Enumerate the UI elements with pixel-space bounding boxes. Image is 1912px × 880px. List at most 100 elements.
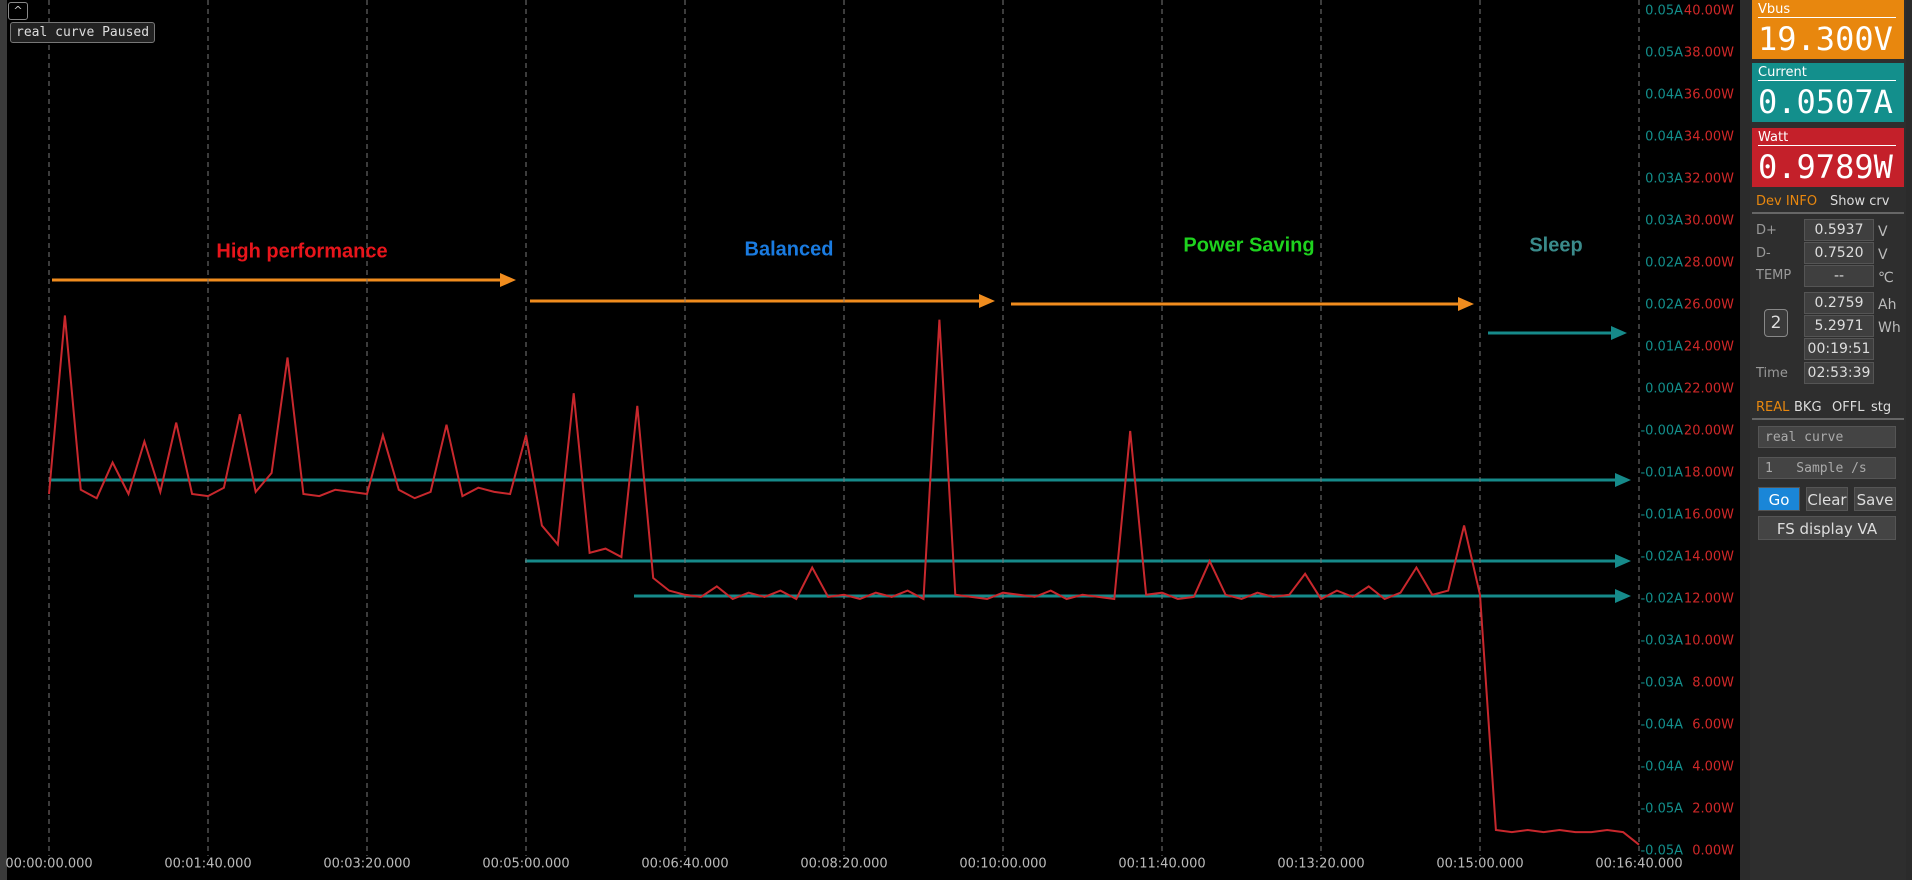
arrowhead (500, 273, 516, 287)
tab-underline (1752, 212, 1904, 214)
arrowhead (1615, 473, 1631, 487)
y2-tick-label: -0.02A (1640, 550, 1683, 565)
plot-background (0, 0, 1740, 880)
y2-tick-label: -0.04A (1640, 718, 1683, 733)
mode-tab[interactable]: BKG (1794, 400, 1822, 415)
y2-tick-label: 0.01A (1645, 340, 1683, 355)
y2-tick-label: -0.01A (1640, 466, 1683, 481)
watt-value: 0.9789W (1758, 148, 1893, 186)
go-button[interactable]: Go (1758, 487, 1800, 511)
current-box: Current 0.0507A (1752, 63, 1904, 122)
y2-tick-label: -0.04A (1640, 760, 1683, 775)
annotation: Power Saving (1183, 234, 1314, 256)
y2-tick-label: 0.02A (1645, 256, 1683, 271)
annotation: Sleep (1529, 234, 1582, 256)
arrowhead (1611, 326, 1627, 340)
info-unit: V (1878, 247, 1888, 263)
y-tick-label: 14.00W (1684, 550, 1734, 565)
info-value: 0.2759 (1804, 292, 1874, 314)
annotation: High performance (216, 240, 387, 262)
y2-tick-label: 0.03A (1645, 214, 1683, 229)
x-tick-label: 00:13:20.000 (1277, 857, 1364, 872)
y2-tick-label: -0.05A (1640, 844, 1683, 859)
x-tick-label: 00:10:00.000 (959, 857, 1046, 872)
info-label: TEMP (1756, 268, 1792, 283)
fs-display-button[interactable]: FS display VA (1758, 516, 1896, 540)
save-button[interactable]: Save (1854, 487, 1896, 511)
y2-tick-label: 0.02A (1645, 298, 1683, 313)
group-button[interactable]: 2 (1764, 309, 1788, 337)
y2-tick-label: 0.04A (1645, 130, 1683, 145)
info-unit: V (1878, 224, 1888, 240)
y-tick-label: 8.00W (1692, 676, 1734, 691)
left-border (0, 0, 7, 880)
info-value: 0.5937 (1804, 219, 1874, 241)
info-value: 00:19:51 (1804, 338, 1874, 360)
y-tick-label: 4.00W (1692, 760, 1734, 775)
vbus-label: Vbus (1758, 2, 1896, 18)
y-tick-label: 6.00W (1692, 718, 1734, 733)
arrowhead (979, 294, 995, 308)
y2-tick-label: -0.00A (1640, 424, 1683, 439)
y2-tick-label: 0.04A (1645, 88, 1683, 103)
info-label: Time (1756, 366, 1788, 381)
vbus-box: Vbus 19.300V (1752, 0, 1904, 59)
y-tick-label: 40.00W (1684, 4, 1734, 19)
arrowhead (1615, 554, 1631, 568)
y-tick-label: 20.00W (1684, 424, 1734, 439)
x-tick-label: 00:16:40.000 (1595, 857, 1682, 872)
x-tick-label: 00:05:00.000 (482, 857, 569, 872)
collapse-button[interactable]: ^ (8, 2, 28, 20)
x-tick-label: 00:01:40.000 (164, 857, 251, 872)
y-tick-label: 0.00W (1692, 844, 1734, 859)
info-value: 0.7520 (1804, 242, 1874, 264)
y2-tick-label: -0.02A (1640, 592, 1683, 607)
y-tick-label: 16.00W (1684, 508, 1734, 523)
current-value: 0.0507A (1758, 83, 1893, 121)
arrowhead (1458, 297, 1474, 311)
tab[interactable]: Dev INFO (1756, 194, 1818, 209)
y-tick-label: 32.00W (1684, 172, 1734, 187)
y2-tick-label: -0.05A (1640, 802, 1683, 817)
mode-tab[interactable]: stg (1871, 400, 1892, 415)
tab[interactable]: Show crv (1830, 194, 1890, 209)
y2-tick-label: -0.01A (1640, 508, 1683, 523)
y2-tick-label: 0.05A (1645, 46, 1683, 61)
info-unit: Wh (1878, 320, 1901, 336)
info-label: D- (1756, 246, 1771, 261)
x-tick-label: 00:00:00.000 (5, 857, 92, 872)
x-tick-label: 00:11:40.000 (1118, 857, 1205, 872)
arrowhead (1615, 589, 1631, 603)
y-tick-label: 34.00W (1684, 130, 1734, 145)
y-tick-label: 2.00W (1692, 802, 1734, 817)
current-label: Current (1758, 65, 1896, 81)
info-value: 5.2971 (1804, 315, 1874, 337)
clear-button[interactable]: Clear (1806, 487, 1848, 511)
y-tick-label: 24.00W (1684, 340, 1734, 355)
y-tick-label: 12.00W (1684, 592, 1734, 607)
watt-label: Watt (1758, 130, 1896, 146)
x-tick-label: 00:08:20.000 (800, 857, 887, 872)
curve-select[interactable]: real curve (1758, 426, 1896, 448)
y-tick-label: 28.00W (1684, 256, 1734, 271)
rate-select[interactable]: 1 Sample /s (1758, 457, 1896, 479)
chart: 00:00:00.000 00:01:40.000 00:03:20.000 00:0… (0, 0, 1740, 880)
annotation: Balanced (745, 238, 834, 260)
x-tick-label: 00:15:00.000 (1436, 857, 1523, 872)
y-tick-label: 18.00W (1684, 466, 1734, 481)
y-tick-label: 38.00W (1684, 46, 1734, 61)
y-tick-label: 10.00W (1684, 634, 1734, 649)
info-value: 02:53:39 (1804, 362, 1874, 384)
y2-tick-label: 0.00A (1645, 382, 1683, 397)
y2-tick-label: 0.05A (1645, 4, 1683, 19)
mode-tab[interactable]: OFFL (1832, 400, 1865, 415)
mode-tab[interactable]: REAL (1756, 400, 1790, 415)
y2-tick-label: -0.03A (1640, 676, 1683, 691)
x-tick-label: 00:03:20.000 (323, 857, 410, 872)
info-value: -- (1804, 265, 1874, 287)
info-unit: ℃ (1878, 270, 1894, 286)
info-label: D+ (1756, 223, 1777, 238)
vbus-value: 19.300V (1758, 20, 1893, 58)
annotation-arrows (49, 273, 1631, 603)
